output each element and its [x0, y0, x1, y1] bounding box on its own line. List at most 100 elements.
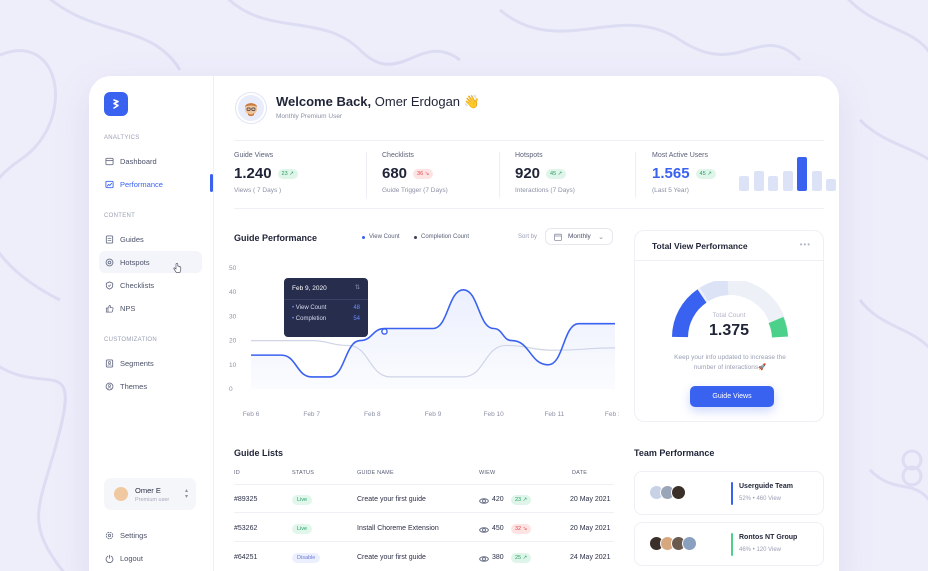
column-header-status[interactable]: STATUS — [292, 470, 315, 476]
sidebar-item-label: Hotspots — [120, 257, 150, 267]
section-title-customization: CUSTOMIZATION — [104, 337, 158, 343]
y-tick-label: 40 — [229, 289, 237, 296]
guides-icon — [105, 234, 114, 244]
x-tick-label: Feb 7 — [303, 411, 320, 418]
total-view-performance-card: Total View Performance ••• Total Count 1… — [634, 230, 824, 422]
y-tick-label: 20 — [229, 338, 237, 345]
column-header-guide-name[interactable]: GUIDE NAME — [357, 470, 394, 476]
team-card[interactable]: Userguide Team 52% • 460 View — [634, 471, 824, 515]
guide-performance-chart[interactable]: 50 40 30 20 10 0 Feb 6 Feb 7 Feb 8 Feb 9 Feb 10 Feb… — [229, 256, 619, 426]
total-count-value: 1.375 — [708, 322, 750, 339]
tooltip-label: View Count — [295, 305, 327, 311]
legend-label: Completion Count — [421, 234, 470, 240]
trend-badge: 23 ↗ — [277, 168, 298, 179]
y-tick-label: 0 — [229, 386, 233, 393]
status-badge: Live — [292, 495, 313, 505]
series-line-view-count — [250, 288, 615, 378]
active-indicator — [210, 174, 213, 192]
dashboard-icon — [105, 157, 114, 165]
cell-date: 24 May 2021 — [570, 554, 611, 561]
profile-avatar[interactable] — [236, 93, 266, 123]
chart-point-marker — [381, 328, 388, 335]
settings-link[interactable]: Settings — [99, 524, 202, 546]
welcome-text: Welcome Back, — [276, 94, 372, 109]
sidebar-item-label: Segments — [120, 358, 154, 368]
thumbs-up-icon — [105, 304, 114, 313]
legend-view-count[interactable]: View Count — [362, 234, 400, 240]
avatar — [114, 487, 128, 501]
cell-guide-name[interactable]: Create your first guide — [357, 554, 426, 561]
themes-icon — [105, 382, 114, 390]
more-options-icon[interactable]: ••• — [799, 240, 811, 249]
logout-link[interactable]: Logout — [99, 547, 202, 569]
team-performance-title: Team Performance — [634, 448, 715, 458]
active-users-mini-chart — [739, 157, 836, 191]
total-view-gauge — [672, 281, 788, 338]
sidebar-item-dashboard[interactable]: Dashboard — [99, 150, 202, 172]
team-avatars — [649, 536, 697, 551]
sidebar-item-label: NPS — [120, 303, 136, 313]
gear-icon — [105, 531, 114, 539]
stat-value: 680 — [382, 165, 408, 182]
logo-icon — [113, 99, 119, 109]
column-header-id[interactable]: ID — [234, 470, 240, 476]
user-switcher[interactable]: Omer E Premium user ▴ ▾ — [104, 478, 196, 510]
stat-guide-views[interactable]: Guide Views 1.240 23 ↗ Views ( 7 Days ) — [234, 152, 298, 194]
sort-label: Sort by — [518, 234, 538, 240]
team-color-bar — [731, 533, 733, 556]
stat-checklists[interactable]: Checklists 680 36 ↘ Guide Trigger (7 Day… — [382, 152, 448, 194]
sidebar-item-label: Themes — [120, 381, 148, 391]
cell-guide-name[interactable]: Create your first guide — [357, 496, 426, 503]
tooltip-value: 48 — [353, 305, 360, 311]
guide-performance-title: Guide Performance — [234, 233, 318, 243]
sidebar-item-themes[interactable]: Themes — [99, 375, 202, 397]
legend-dot — [362, 235, 365, 239]
team-stats: 52% • 460 View — [739, 496, 782, 502]
sidebar-item-segments[interactable]: Segments — [99, 352, 202, 374]
team-stats: 46% • 120 View — [739, 547, 782, 553]
series-line-completion-count — [251, 340, 616, 378]
section-title-content: CONTENT — [104, 213, 136, 219]
sidebar-item-nps[interactable]: NPS — [99, 297, 202, 319]
guide-views-button[interactable]: Guide Views — [690, 386, 774, 407]
team-card[interactable]: Rontos NT Group 46% • 120 View — [634, 522, 824, 566]
legend-label: View Count — [369, 234, 400, 240]
stat-value: 920 — [515, 165, 541, 182]
app-logo[interactable] — [104, 92, 128, 116]
stat-hotspots[interactable]: Hotspots 920 45 ↗ Interactions (7 Days) — [515, 152, 575, 194]
sidebar-item-hotspots[interactable]: Hotspots — [99, 251, 202, 273]
cell-guide-name[interactable]: Install Choreme Extension — [357, 525, 439, 532]
legend-completion-count[interactable]: Completion Count — [414, 234, 469, 240]
mini-bar — [782, 170, 793, 191]
user-plan: Premium user — [135, 496, 170, 503]
column-header-date[interactable]: DATE — [572, 470, 588, 476]
tooltip-row: • Completion 54 — [292, 316, 360, 322]
sidebar-item-checklists[interactable]: Checklists — [99, 274, 202, 296]
sidebar-item-label: Performance — [120, 179, 163, 189]
stat-sub: Guide Trigger (7 Days) — [382, 187, 448, 194]
divider — [234, 484, 614, 485]
divider — [635, 152, 636, 198]
divider — [635, 260, 823, 261]
wave-emoji-icon: 👋 — [463, 94, 480, 109]
hotspots-icon — [105, 258, 114, 266]
tooltip-label: Completion — [295, 316, 327, 322]
stat-sub: (Last 5 Year) — [652, 187, 689, 194]
sidebar-item-label: Dashboard — [120, 156, 157, 166]
cell-date: 20 May 2021 — [570, 525, 611, 532]
column-header-view[interactable]: WIEW — [479, 470, 496, 476]
team-name: Rontos NT Group — [739, 534, 798, 541]
sort-dropdown[interactable]: Monthly ⌄ — [545, 228, 613, 245]
sidebar-item-guides[interactable]: Guides — [99, 228, 202, 250]
trend-badge: 36 ↘ — [413, 168, 434, 179]
divider — [366, 152, 367, 198]
x-tick-label: Feb 9 — [425, 411, 442, 418]
legend-dot — [414, 235, 417, 239]
stat-most-active-users[interactable]: Most Active Users 1.565 45 ↗ (Last 5 Yea… — [652, 152, 716, 194]
sidebar-item-performance[interactable]: Performance — [99, 173, 202, 195]
performance-icon — [105, 180, 114, 188]
calendar-icon — [554, 233, 562, 241]
avatar — [682, 536, 697, 551]
chevron-down-icon: ⌄ — [598, 233, 604, 241]
divider — [234, 541, 614, 542]
